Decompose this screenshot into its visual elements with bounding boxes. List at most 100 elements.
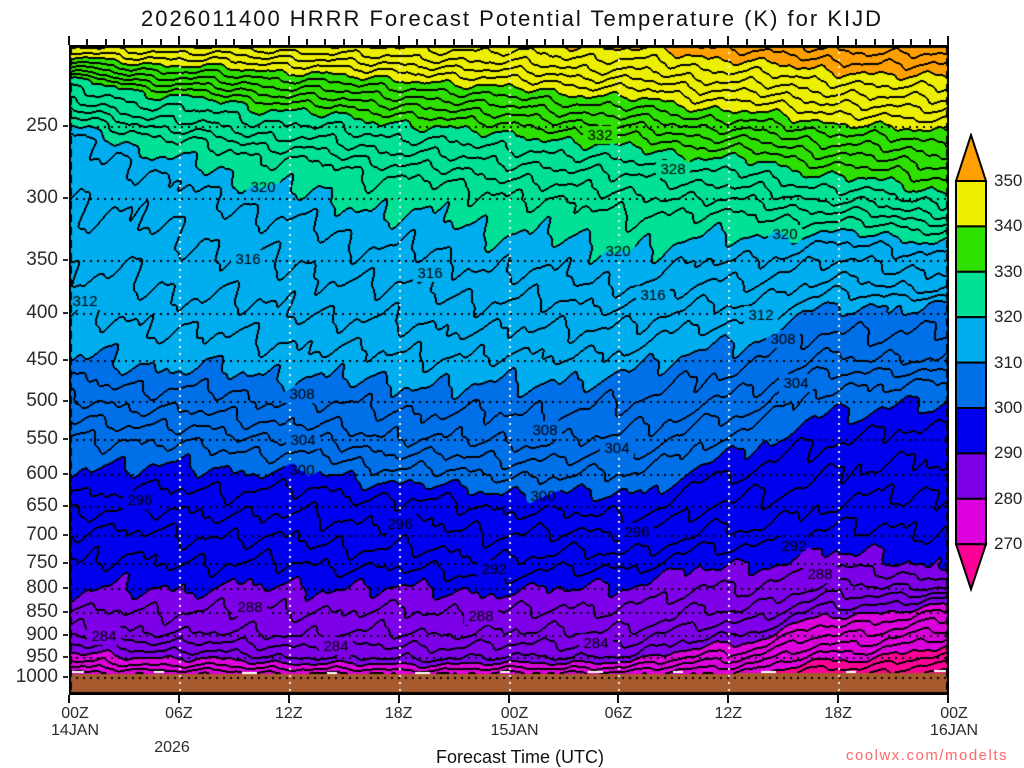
time-tick-mark-top: [287, 36, 290, 45]
pressure-tick-mark: [63, 124, 68, 127]
time-tick-label-line: 16JAN: [929, 722, 979, 739]
time-tick-mark-top: [708, 39, 711, 45]
time-tick-mark-top: [507, 36, 510, 45]
time-tick-label: 06Z: [165, 705, 193, 722]
time-tick-mark-top: [141, 39, 144, 45]
time-tick-label-line: 06Z: [604, 705, 633, 722]
time-tick-mark-top: [397, 36, 400, 45]
time-tick-mark-top: [837, 36, 840, 45]
pressure-tick-label: 650: [26, 494, 58, 516]
time-tick-label: 12Z: [275, 705, 303, 722]
time-tick-mark-top: [489, 39, 492, 45]
time-tick-mark-bottom: [177, 695, 180, 703]
pressure-tick-mark: [63, 655, 68, 658]
chart-title: 2026011400 HRRR Forecast Potential Tempe…: [140, 6, 884, 31]
colorbar-tick-label: 310: [994, 352, 1023, 372]
time-tick-mark-top: [635, 39, 638, 45]
time-tick-mark-top: [159, 39, 162, 45]
pressure-tick-mark: [63, 438, 68, 441]
colorbar-tick-label: 330: [994, 261, 1023, 281]
pressure-tick-mark: [63, 561, 68, 564]
time-tick-mark-top: [324, 39, 327, 45]
pressure-tick-label: 450: [26, 348, 58, 370]
pressure-tick-label: 750: [26, 551, 58, 573]
pressure-tick-mark: [63, 534, 68, 537]
time-tick-label: 00Z 16JAN: [930, 705, 978, 739]
time-tick-mark-top: [782, 39, 785, 45]
time-tick-mark-top: [928, 39, 931, 45]
time-tick-mark-top: [617, 36, 620, 45]
watermark-text: coolwx.com/modelts: [845, 747, 1008, 764]
time-tick-mark-top: [361, 39, 363, 45]
pressure-tick-label: 500: [26, 390, 58, 412]
pressure-tick-label: 900: [26, 624, 58, 646]
time-tick-label-line: 12Z: [274, 705, 303, 722]
time-tick-mark-bottom: [507, 695, 510, 703]
colorbar-tick-label: 280: [994, 488, 1023, 508]
time-tick-mark-bottom: [287, 695, 290, 703]
time-tick-mark-top: [214, 39, 217, 45]
time-tick-label: 06Z: [605, 705, 633, 722]
time-tick-mark-top: [562, 39, 565, 45]
time-tick-mark-top: [672, 39, 675, 45]
pressure-tick-label: 250: [26, 114, 58, 136]
time-tick-mark-top: [68, 36, 70, 45]
colorbar-tick-label: 320: [994, 307, 1023, 327]
time-tick-mark-bottom: [68, 695, 70, 703]
x-axis-title: Forecast Time (UTC): [435, 747, 604, 767]
year-label: 2026: [154, 739, 190, 756]
time-tick-mark-top: [727, 36, 730, 45]
time-tick-mark-top: [379, 39, 382, 45]
time-tick-mark-top: [470, 39, 473, 45]
pressure-tick-mark: [63, 358, 68, 361]
time-tick-mark-top: [947, 36, 949, 45]
pressure-tick-label: 400: [26, 301, 58, 323]
time-tick-mark-bottom: [397, 695, 400, 703]
time-tick-label-line: 00Z: [500, 705, 529, 722]
time-tick-mark-top: [306, 39, 309, 45]
pressure-tick-mark: [63, 634, 68, 637]
time-tick-mark-bottom: [727, 695, 730, 703]
time-tick-mark-top: [269, 39, 272, 45]
pressure-tick-label: 300: [26, 187, 58, 209]
time-tick-label-line: 14JAN: [50, 722, 100, 739]
time-tick-mark-top: [544, 39, 547, 45]
pressure-tick-label: 350: [26, 248, 58, 270]
time-tick-label-line: 06Z: [165, 705, 193, 722]
colorbar-tick-label: 350: [994, 171, 1023, 190]
pressure-tick-mark: [63, 472, 68, 475]
pressure-tick-mark: [63, 400, 68, 403]
time-tick-mark-top: [892, 39, 895, 45]
time-tick-mark-top: [873, 39, 876, 45]
pressure-tick-mark: [63, 311, 68, 314]
pressure-tick-label: 700: [26, 524, 58, 546]
colorbar-tick-label: 340: [994, 216, 1023, 236]
pressure-tick-label: 800: [26, 577, 58, 599]
time-tick-label: 12Z: [714, 705, 742, 722]
pressure-tick-mark: [63, 587, 68, 590]
colorbar-tick-label: 300: [994, 398, 1023, 417]
time-tick-mark-top: [800, 39, 803, 45]
time-tick-label-line: 18Z: [384, 705, 413, 722]
time-tick-mark-top: [763, 39, 766, 45]
time-tick-mark-top: [599, 39, 602, 45]
colorbar-tick-label: 290: [994, 443, 1023, 463]
time-tick-mark-top: [654, 39, 656, 45]
pressure-tick-mark: [63, 197, 68, 200]
pressure-tick-mark: [63, 676, 68, 678]
time-tick-mark-bottom: [947, 695, 949, 703]
time-tick-mark-top: [196, 39, 199, 45]
time-tick-mark-top: [452, 39, 455, 45]
time-tick-mark-top: [434, 39, 437, 45]
time-tick-label-line: 15JAN: [490, 722, 539, 739]
time-tick-label-line: 12Z: [714, 705, 743, 722]
time-tick-mark-top: [251, 39, 254, 45]
time-tick-label-line: 18Z: [824, 705, 852, 722]
pressure-tick-mark: [63, 611, 68, 614]
time-tick-mark-top: [910, 39, 913, 45]
time-tick-mark-top: [690, 39, 693, 45]
pressure-tick-label: 1000: [15, 666, 58, 687]
time-tick-mark-top: [580, 39, 583, 45]
time-tick-mark-top: [415, 39, 418, 45]
